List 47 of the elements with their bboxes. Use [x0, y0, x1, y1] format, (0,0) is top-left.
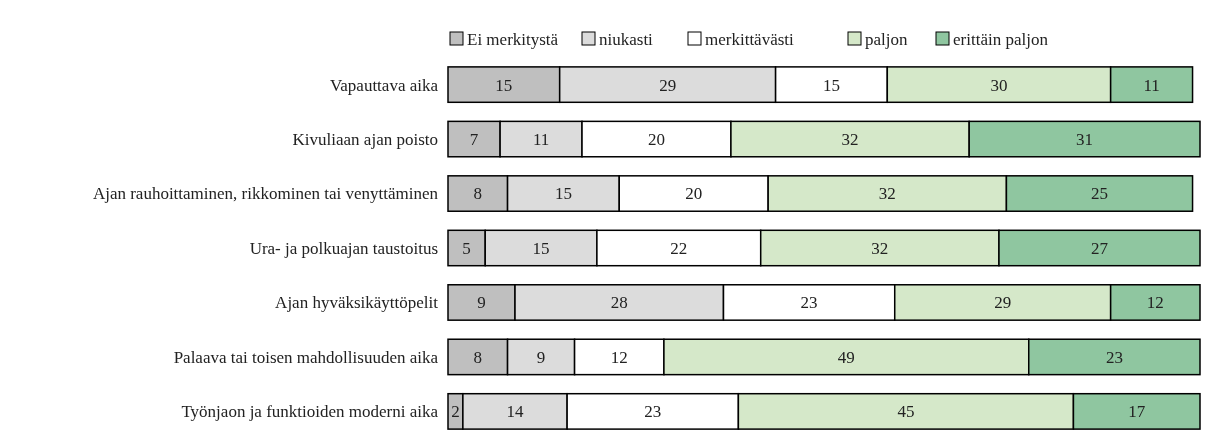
data-label: 9 — [477, 293, 486, 313]
legend-label: erittäin paljon — [953, 29, 1049, 49]
data-label: 17 — [1128, 402, 1146, 422]
data-label: 31 — [1076, 130, 1094, 150]
legend-label: Ei merkitystä — [467, 29, 559, 49]
data-label: 45 — [897, 402, 915, 422]
data-label: 28 — [610, 293, 628, 313]
data-label: 30 — [990, 75, 1008, 95]
data-label: 11 — [532, 130, 550, 150]
legend-label: paljon — [865, 29, 908, 49]
legend-label: niukasti — [599, 29, 654, 49]
data-label: 23 — [644, 402, 662, 422]
data-label: 15 — [532, 238, 550, 258]
data-label: 15 — [822, 75, 840, 95]
data-label: 15 — [495, 75, 513, 95]
data-label: 9 — [536, 347, 546, 367]
y-tick-label: Ajan hyväksikäyttöpelit — [275, 293, 439, 313]
data-label: 5 — [462, 238, 471, 258]
data-label: 15 — [554, 184, 572, 204]
data-label: 7 — [469, 130, 479, 150]
y-tick-label: Ura- ja polkuajan taustoitus — [249, 238, 438, 258]
y-tick-label: Ajan rauhoittaminen, rikkominen tai venyttäminen — [92, 184, 439, 204]
y-tick-label: Vapauttava aika — [329, 75, 439, 95]
data-label: 20 — [647, 130, 665, 150]
y-tick-label: Palaava tai toisen mahdollisuuden aika — [173, 347, 439, 367]
y-tick-label: Työnjaon ja funktioiden moderni aika — [181, 402, 439, 422]
data-label: 29 — [659, 75, 677, 95]
data-label: 23 — [800, 293, 818, 313]
data-label: 14 — [506, 402, 525, 422]
data-label: 32 — [841, 130, 859, 150]
data-label: 32 — [871, 238, 889, 258]
y-tick-label: Kivuliaan ajan poisto — [292, 130, 438, 150]
data-label: 29 — [994, 293, 1012, 313]
data-label: 23 — [1105, 347, 1123, 367]
data-label: 49 — [837, 347, 855, 367]
data-label: 20 — [685, 184, 703, 204]
data-label: 12 — [1146, 293, 1164, 313]
legend-label: merkittävästi — [705, 29, 795, 49]
data-label: 8 — [473, 347, 483, 367]
data-label: 27 — [1090, 238, 1109, 258]
data-label: 22 — [670, 238, 688, 258]
data-label: 2 — [451, 402, 460, 422]
data-label: 8 — [473, 184, 483, 204]
data-label: 11 — [1143, 75, 1160, 95]
data-label: 12 — [610, 347, 628, 367]
data-label: 25 — [1090, 184, 1108, 204]
data-label: 32 — [878, 184, 896, 204]
